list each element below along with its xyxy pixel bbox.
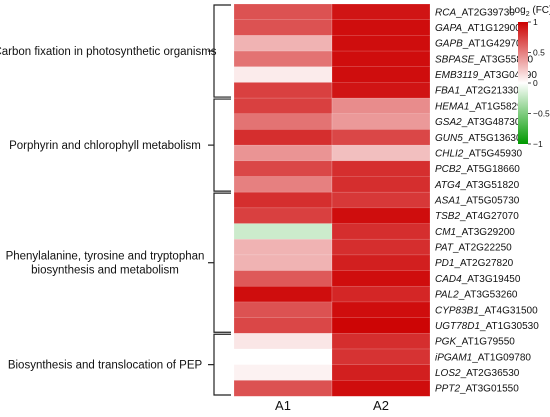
- gene-labels: RCA_AT2G39730 GAPA_AT1G12900 GAPB_AT1G4297…: [434, 7, 539, 394]
- heatmap-cell-emb3119-a1: [233, 66, 333, 83]
- heatmap-cell-gun5-a2: [331, 129, 431, 146]
- legend-color-bar: [518, 22, 528, 144]
- heatmap-cell-cyp83b1-a2: [331, 301, 431, 319]
- gene-label-chli2: CHLI2_AT5G45930: [435, 148, 523, 159]
- column-label-a2: A2: [373, 398, 389, 413]
- legend-tick-label: −0.5: [533, 109, 550, 119]
- gene-label-hema1: HEMA1_AT1G58290: [435, 101, 529, 112]
- heatmap-cell-cm1-a1: [233, 223, 333, 240]
- gene-label-emb3119: EMB3119_AT3G04790: [435, 70, 537, 81]
- heatmap-cell-emb3119-a2: [331, 66, 431, 83]
- legend-tick-label: 0: [533, 78, 538, 88]
- group-bracket-4: [213, 333, 231, 396]
- group-brackets: Carbon fixation in photosynthetic organi…: [0, 4, 231, 396]
- group-label-2: Porphyrin and chlorophyll metabolism: [9, 140, 201, 152]
- legend-title: Log2 (FC): [509, 5, 550, 18]
- heatmap-cell-atg4-a2: [331, 176, 431, 193]
- heatmap-cell-asa1-a2: [331, 191, 431, 209]
- group-bracket-3: [213, 192, 231, 333]
- gene-label-tsb2: TSB2_AT4G27070: [435, 211, 519, 222]
- heatmap-cell-gsa2-a2: [331, 113, 431, 130]
- heatmap-cell-ipgam1-a1: [233, 348, 333, 366]
- legend-tick-label: 0.5: [533, 48, 545, 58]
- column-label-a1: A1: [275, 398, 291, 413]
- gene-label-gapb: GAPB_AT1G42970: [435, 39, 522, 50]
- heatmap-cell-chli2-a1: [233, 144, 333, 162]
- heatmap-cell-los2-a1: [233, 364, 333, 381]
- group-bracket-2: [213, 98, 231, 192]
- group-label-4: Biosynthesis and translocation of PEP: [8, 360, 203, 372]
- color-legend: Log2 (FC)1 0.5 0 −0.5 −1: [509, 5, 550, 149]
- heatmap-cell-pat-a2: [331, 238, 431, 256]
- gene-label-ppt2: PPT2_AT3G01550: [435, 384, 519, 395]
- heatmap-cell-ugt78d1-a1: [233, 317, 333, 334]
- heatmap-cell-cyp83b1-a1: [233, 301, 333, 319]
- heatmap-cell-ipgam1-a2: [331, 348, 431, 366]
- gene-label-gun5: GUN5_AT5G13630: [435, 133, 522, 144]
- heatmap-cell-gapb-a1: [233, 35, 333, 52]
- heatmap-cell-pcb2-a2: [331, 160, 431, 178]
- heatmap-cell-ugt78d1-a2: [331, 317, 431, 334]
- group-bracket-1: [213, 4, 231, 98]
- group-label-3: Phenylalanine, tyrosine and tryptophan bi…: [6, 251, 205, 277]
- heatmap-cell-ppt2-a1: [233, 380, 333, 397]
- heatmap-cell-atg4-a1: [233, 176, 333, 193]
- heatmap-cell-los2-a2: [331, 364, 431, 381]
- heatmap-cell-chli2-a2: [331, 144, 431, 162]
- gene-label-pgk: PGK_AT1G79550: [435, 337, 515, 348]
- heatmap-cell-pgk-a1: [233, 333, 333, 350]
- heatmap-cell-fba1-a1: [233, 82, 333, 99]
- heatmap-cell-cad4-a1: [233, 270, 333, 287]
- legend-tick-label: −1: [533, 139, 543, 149]
- heatmap-cell-gapa-a2: [331, 19, 431, 36]
- gene-label-gapa: GAPA_AT1G12900: [435, 23, 521, 34]
- gene-label-sbpase: SBPASE_AT3G55800: [435, 54, 533, 65]
- heatmap-cell-pd1-a2: [331, 254, 431, 272]
- gene-label-rca: RCA_AT2G39730: [435, 7, 515, 18]
- heatmap-cell-pal2-a1: [233, 285, 333, 303]
- gene-label-ipgam1: iPGAM1_AT1G09780: [435, 352, 531, 363]
- gene-label-pd1: PD1_AT2G27820: [435, 258, 514, 269]
- gene-label-pcb2: PCB2_AT5G18660: [435, 164, 520, 175]
- heatmap-cell-rca-a2: [331, 3, 431, 21]
- legend-tick-label: 1: [533, 17, 538, 27]
- gene-label-asa1: ASA1_AT5G05730: [434, 196, 520, 207]
- gene-label-cm1: CM1_AT3G29200: [435, 227, 515, 238]
- gene-label-gsa2: GSA2_AT3G48730: [435, 117, 521, 128]
- heatmap-cell-ppt2-a2: [331, 380, 431, 397]
- heatmap-cell-asa1-a1: [233, 191, 333, 209]
- group-label-1: Carbon fixation in photosynthetic organi…: [0, 46, 217, 58]
- heatmap-cell-hema1-a2: [331, 97, 431, 115]
- heatmap-cells: [233, 3, 431, 397]
- heatmap-cell-rca-a1: [233, 3, 333, 21]
- heatmap-cell-gapa-a1: [233, 19, 333, 36]
- heatmap-cell-sbpase-a2: [331, 50, 431, 68]
- gene-label-fba1: FBA1_AT2G21330: [435, 86, 519, 97]
- gene-label-pat: PAT_AT2G22250: [435, 243, 512, 254]
- heatmap-cell-hema1-a1: [233, 97, 333, 115]
- heatmap-cell-pat-a1: [233, 238, 333, 256]
- heatmap-cell-cad4-a2: [331, 270, 431, 287]
- column-labels: A1 A2: [275, 398, 389, 413]
- heatmap-cell-fba1-a2: [331, 82, 431, 99]
- heatmap-cell-sbpase-a1: [233, 50, 333, 68]
- heatmap-cell-pal2-a2: [331, 285, 431, 303]
- gene-label-cad4: CAD4_AT3G19450: [435, 274, 521, 285]
- gene-label-pal2: PAL2_AT3G53260: [435, 290, 518, 301]
- gene-label-cyp83b1: CYP83B1_AT4G31500: [435, 305, 538, 316]
- gene-label-los2: LOS2_AT2G36530: [435, 368, 520, 379]
- heatmap-cell-gsa2-a1: [233, 113, 333, 130]
- heatmap-cell-gapb-a2: [331, 35, 431, 52]
- heatmap-cell-pd1-a1: [233, 254, 333, 272]
- gene-label-ugt78d1: UGT78D1_AT1G30530: [435, 321, 539, 332]
- heatmap-cell-pcb2-a1: [233, 160, 333, 178]
- heatmap-cell-gun5-a1: [233, 129, 333, 146]
- heatmap-cell-cm1-a2: [331, 223, 431, 240]
- heatmap-cell-tsb2-a2: [331, 207, 431, 225]
- heatmap-cell-tsb2-a1: [233, 207, 333, 225]
- gene-label-atg4: ATG4_AT3G51820: [434, 180, 520, 191]
- heatmap-cell-pgk-a2: [331, 333, 431, 350]
